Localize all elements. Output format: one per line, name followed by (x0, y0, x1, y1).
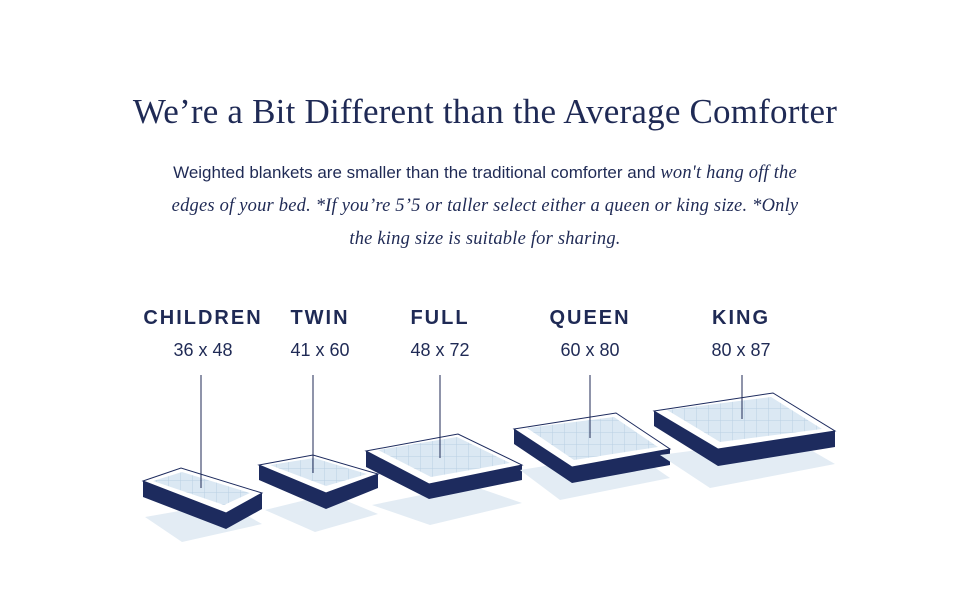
size-name-full: FULL (410, 307, 470, 329)
size-dims-children: 36 x 48 (173, 340, 233, 360)
intro-italic-text: won't hang off the edges of your bed. *I… (171, 163, 799, 249)
bed-king (652, 375, 837, 488)
mattress-side (514, 429, 670, 483)
bed-shadow (265, 494, 378, 532)
size-dims-twin: 41 x 60 (290, 340, 350, 360)
blanket (667, 397, 822, 442)
intro-text: Weighted blankets are smaller than the t… (160, 156, 810, 255)
size-dims-king: 80 x 87 (711, 340, 771, 360)
blanket (527, 417, 658, 460)
page-title: We’re a Bit Different than the Average C… (132, 92, 838, 131)
intro-sans-text: Weighted blankets are smaller than the t… (173, 163, 661, 182)
size-name-children: CHILDREN (143, 307, 263, 329)
bed-queen (512, 375, 672, 500)
size-dims-full: 48 x 72 (410, 340, 470, 360)
blanket (270, 458, 367, 486)
mattress-side (366, 451, 522, 499)
size-name-king: KING (712, 307, 770, 329)
blanket (378, 437, 510, 477)
bed-shadow (372, 485, 522, 525)
size-dims-queen: 60 x 80 (560, 340, 620, 360)
blanket (153, 472, 250, 505)
mattress-side (654, 411, 835, 466)
size-name-twin: TWIN (290, 307, 350, 329)
size-name-queen: QUEEN (549, 307, 631, 329)
bed-twin (257, 375, 380, 532)
mattress-side (259, 465, 378, 509)
bed-full (364, 375, 524, 525)
bed-children (141, 375, 264, 542)
